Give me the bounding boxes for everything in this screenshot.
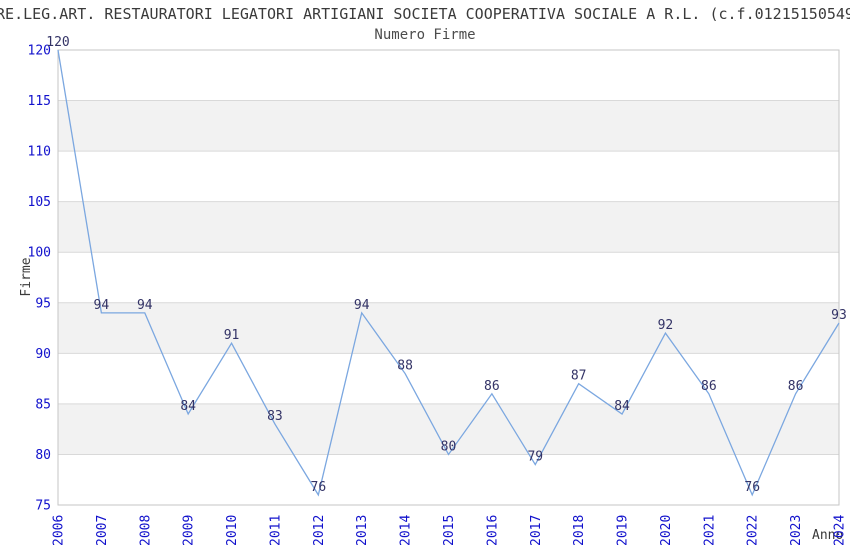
data-line [57, 49, 840, 497]
x-axis-title: Anno [812, 528, 844, 543]
y-tick-label: 110 [28, 145, 51, 160]
data-point-label: 84 [614, 399, 630, 414]
chart-title: RE.LEG.ART. RESTAURATORI LEGATORI ARTIGI… [0, 5, 850, 23]
x-tick-label: 2014 [399, 515, 414, 546]
title-row: RE.LEG.ART. RESTAURATORI LEGATORI ARTIGI… [0, 5, 850, 24]
y-tick-label: 85 [35, 397, 51, 412]
x-tick-label: 2011 [268, 515, 283, 546]
x-tick-label: 2016 [485, 515, 500, 546]
x-tick-label: 2023 [789, 515, 804, 546]
data-point-label: 76 [744, 480, 760, 495]
x-tick-label: 2018 [572, 515, 587, 546]
data-point-label: 86 [701, 379, 717, 394]
band-stripe [58, 302, 839, 354]
data-point-label: 87 [571, 369, 587, 384]
band-stripe [58, 100, 839, 152]
data-point-label: 83 [267, 409, 283, 424]
y-tick-label: 75 [35, 499, 51, 514]
x-tick-label: 2017 [529, 515, 544, 546]
data-point-label: 120 [46, 35, 69, 50]
band-stripe [58, 403, 839, 455]
y-tick-label: 120 [28, 44, 51, 59]
plot-border [57, 49, 840, 506]
x-tick-label: 2008 [138, 515, 153, 546]
x-tick-label: 2009 [182, 515, 197, 546]
data-point-label: 86 [484, 379, 500, 394]
x-tick-label: 2007 [95, 515, 110, 546]
y-tick-label: 105 [28, 195, 51, 210]
x-tick-label: 2013 [355, 515, 370, 546]
y-tick-label: 100 [28, 246, 51, 261]
x-tick-label: 2021 [702, 515, 717, 546]
data-point-label: 88 [397, 359, 413, 374]
x-tick-label: 2020 [659, 515, 674, 546]
x-tick-label: 2022 [746, 515, 761, 546]
y-tick-label: 90 [35, 347, 51, 362]
x-tick-label: 2019 [616, 515, 631, 546]
chart-subtitle: Numero Firme [374, 27, 476, 43]
data-point-label: 86 [788, 379, 804, 394]
data-point-label: 76 [311, 480, 327, 495]
y-tick-label: 80 [35, 448, 51, 463]
band-stripe [58, 201, 839, 253]
data-point-label: 94 [137, 298, 153, 313]
data-point-label: 94 [94, 298, 110, 313]
data-point-label: 93 [831, 308, 847, 323]
data-point-label: 79 [527, 450, 543, 465]
x-tick-label: 2006 [52, 515, 67, 546]
data-point-label: 94 [354, 298, 370, 313]
x-tick-label: 2015 [442, 515, 457, 546]
x-tick-label: 2012 [312, 515, 327, 546]
x-tick-label: 2024 [833, 515, 848, 546]
y-tick-label: 95 [35, 296, 51, 311]
data-point-label: 91 [224, 328, 240, 343]
data-point-label: 84 [180, 399, 196, 414]
data-point-label: 92 [658, 318, 674, 333]
data-point-label: 80 [441, 439, 457, 454]
x-tick-label: 2010 [225, 515, 240, 546]
y-tick-label: 115 [28, 94, 51, 109]
